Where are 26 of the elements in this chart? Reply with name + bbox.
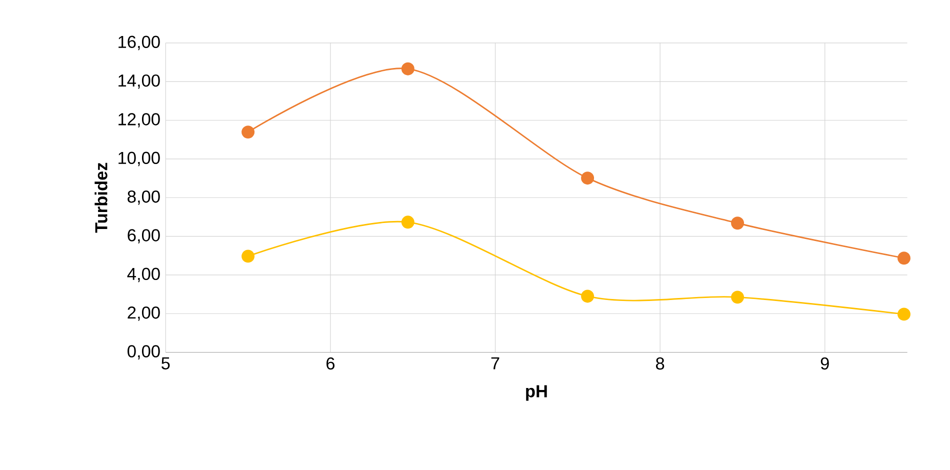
x-tick-label: 6 (326, 357, 334, 370)
y-tick-label: 4,00 (127, 268, 160, 282)
point (581, 290, 594, 303)
point (401, 62, 414, 76)
x-tick-label: 7 (491, 357, 500, 370)
point (242, 126, 255, 139)
y-tick-label: 2,00 (128, 306, 160, 321)
y-tick-label: 6,00 (128, 229, 160, 244)
point (731, 290, 744, 304)
point (242, 250, 255, 263)
x-tick-label: 8 (656, 357, 664, 370)
x-tick-label: 9 (820, 357, 829, 370)
y-tick-label: 0,00 (128, 345, 160, 360)
point (898, 308, 910, 321)
y-tick-label: 8,00 (128, 190, 160, 205)
y-axis-title: Turbidez (94, 162, 108, 233)
point (898, 252, 910, 265)
y-tick-label: 12,00 (118, 113, 160, 128)
point (401, 216, 414, 229)
x-tick-label: 5 (162, 357, 170, 370)
y-tick-label: 16,00 (118, 36, 160, 50)
point (581, 172, 594, 185)
y-tick-label: 14,00 (118, 74, 160, 89)
x-axis-title: pH (526, 385, 547, 401)
point (731, 216, 744, 230)
y-tick-label: 10,00 (118, 152, 160, 166)
